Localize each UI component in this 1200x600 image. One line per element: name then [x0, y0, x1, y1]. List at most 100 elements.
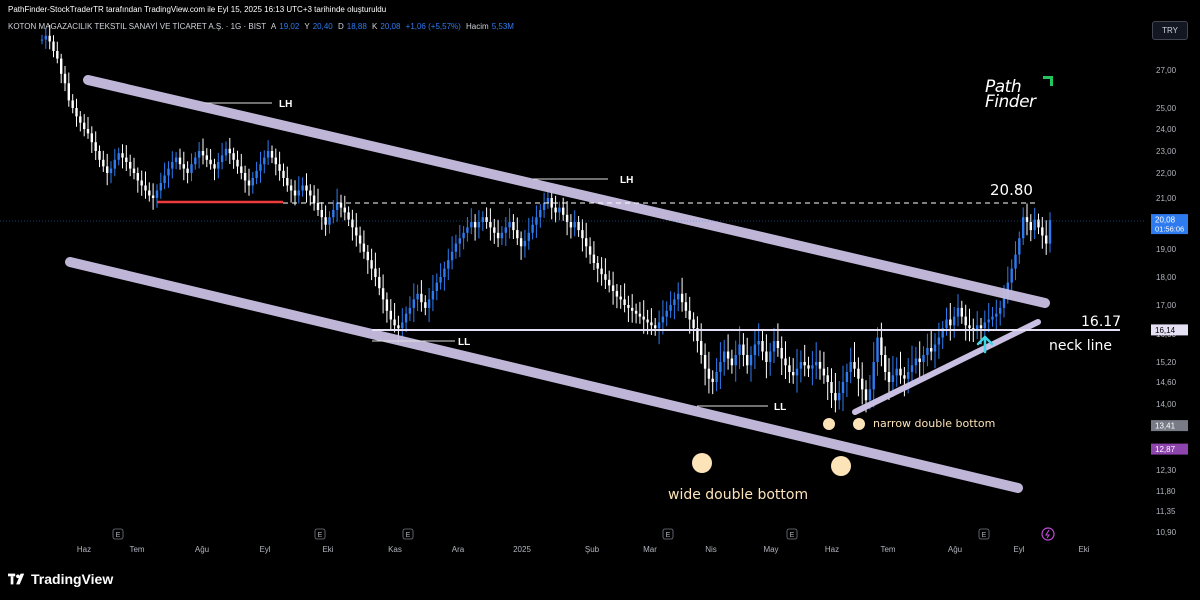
time-tick-label: Haz — [77, 545, 91, 554]
candle-body — [665, 310, 668, 317]
candle-body — [297, 190, 300, 196]
candle-body — [450, 251, 454, 261]
symbol-name[interactable]: KOTON MAGAZACILIK TEKSTIL SANAYİ VE TİCA… — [8, 22, 267, 31]
candle-body — [136, 173, 139, 181]
candle-body — [412, 299, 415, 308]
wide-bottom-circle-1 — [692, 453, 712, 473]
candle-body — [838, 393, 841, 401]
candle-body — [301, 185, 304, 191]
candle-body — [71, 100, 74, 108]
candle-body — [849, 362, 852, 372]
candle-body — [772, 341, 776, 352]
candle-body — [1037, 219, 1040, 228]
candle-body — [608, 279, 611, 286]
candle-body — [991, 316, 994, 320]
candle-body — [884, 355, 887, 372]
candle-body — [178, 157, 182, 165]
candle-body — [109, 168, 113, 173]
candle-body — [891, 375, 895, 382]
candle-body — [650, 322, 653, 326]
candle-body — [98, 151, 101, 160]
candle-body — [90, 133, 93, 143]
price-tick-label: 10,90 — [1156, 528, 1177, 537]
price-badge — [1151, 420, 1188, 432]
candle-body — [569, 222, 573, 228]
candle-body — [516, 230, 519, 239]
currency-label: TRY — [1162, 26, 1178, 35]
low-label: D — [337, 22, 344, 31]
alert-icon[interactable] — [1041, 527, 1055, 541]
candle-body — [504, 227, 507, 233]
time-tick-label: Mar — [643, 545, 657, 554]
candle-body — [834, 393, 837, 401]
pathfinder-logo: Path Finder — [985, 76, 1065, 122]
candle-body — [52, 41, 55, 51]
candle-body — [799, 362, 803, 369]
earnings-marker-label: E — [666, 532, 671, 539]
candle-body — [293, 190, 297, 196]
candle-body — [370, 260, 373, 269]
open-value: 19,02 — [279, 22, 300, 31]
candle-body — [201, 151, 205, 156]
candle-body — [443, 268, 446, 277]
candle-body — [623, 299, 626, 305]
time-tick-label: Kas — [388, 545, 402, 554]
candle-body — [113, 159, 116, 169]
candle-body — [485, 217, 488, 222]
candle-body — [481, 217, 484, 222]
earnings-marker — [662, 528, 674, 540]
tradingview-brand[interactable]: TradingView — [8, 571, 113, 587]
candle-body — [861, 378, 864, 390]
breakout-arrow-icon — [976, 335, 994, 354]
volume-label: Hacim — [466, 22, 489, 31]
price-tick-label: 21,00 — [1156, 194, 1177, 203]
candle-body — [830, 382, 833, 393]
price-tick-label: 11,35 — [1156, 507, 1176, 516]
candle-body — [83, 122, 86, 129]
candle-body — [707, 368, 711, 379]
candle-body — [416, 293, 419, 300]
candle-body — [320, 210, 323, 218]
symbol-info-line: KOTON MAGAZACILIK TEKSTIL SANAYİ VE TİCA… — [8, 22, 517, 31]
candle-body — [562, 207, 565, 215]
narrow-double-bottom-label: narrow double bottom — [873, 417, 995, 430]
candle-body — [328, 217, 331, 225]
candle-body — [171, 162, 174, 169]
candle-body — [278, 164, 281, 171]
candle-body — [546, 198, 550, 203]
candle-body — [730, 358, 734, 366]
candle-body — [205, 155, 208, 160]
candle-body — [657, 322, 661, 329]
candle-body — [1025, 217, 1029, 222]
time-axis[interactable]: Haz Tem Ağu Eyl Eki Kas Ara 2025 Şub Mar Nis May Haz… — [77, 545, 1090, 554]
candle-body — [792, 372, 795, 376]
candle-body — [956, 307, 960, 317]
candle-body — [397, 325, 400, 329]
candle-body — [558, 207, 561, 213]
earnings-marker-label: E — [790, 532, 795, 539]
neckline-value-label: 16.17 — [1081, 314, 1121, 330]
lh2-label: LH — [620, 175, 633, 186]
price-badge — [1151, 324, 1188, 336]
candle-body — [688, 310, 691, 320]
logo-line2: Finder — [985, 92, 1036, 112]
candle-body — [845, 372, 849, 382]
candle-body — [864, 389, 868, 401]
candle-body — [604, 274, 607, 280]
earnings-marker — [786, 528, 798, 540]
logo-line1: Path — [985, 77, 1022, 97]
candle-body — [841, 382, 845, 393]
currency-button[interactable]: TRY — [1152, 21, 1188, 40]
high-label: Y — [304, 22, 310, 31]
candle-body — [1018, 238, 1021, 255]
price-tick-label: 11,80 — [1156, 487, 1176, 496]
candle-body — [519, 238, 523, 247]
candle-body — [274, 157, 277, 165]
change-value: +1,06 (+5,57%) — [405, 22, 461, 31]
candle-body — [427, 299, 431, 308]
candle-body — [738, 344, 741, 355]
candle-body — [677, 293, 680, 300]
candle-body — [638, 313, 642, 317]
